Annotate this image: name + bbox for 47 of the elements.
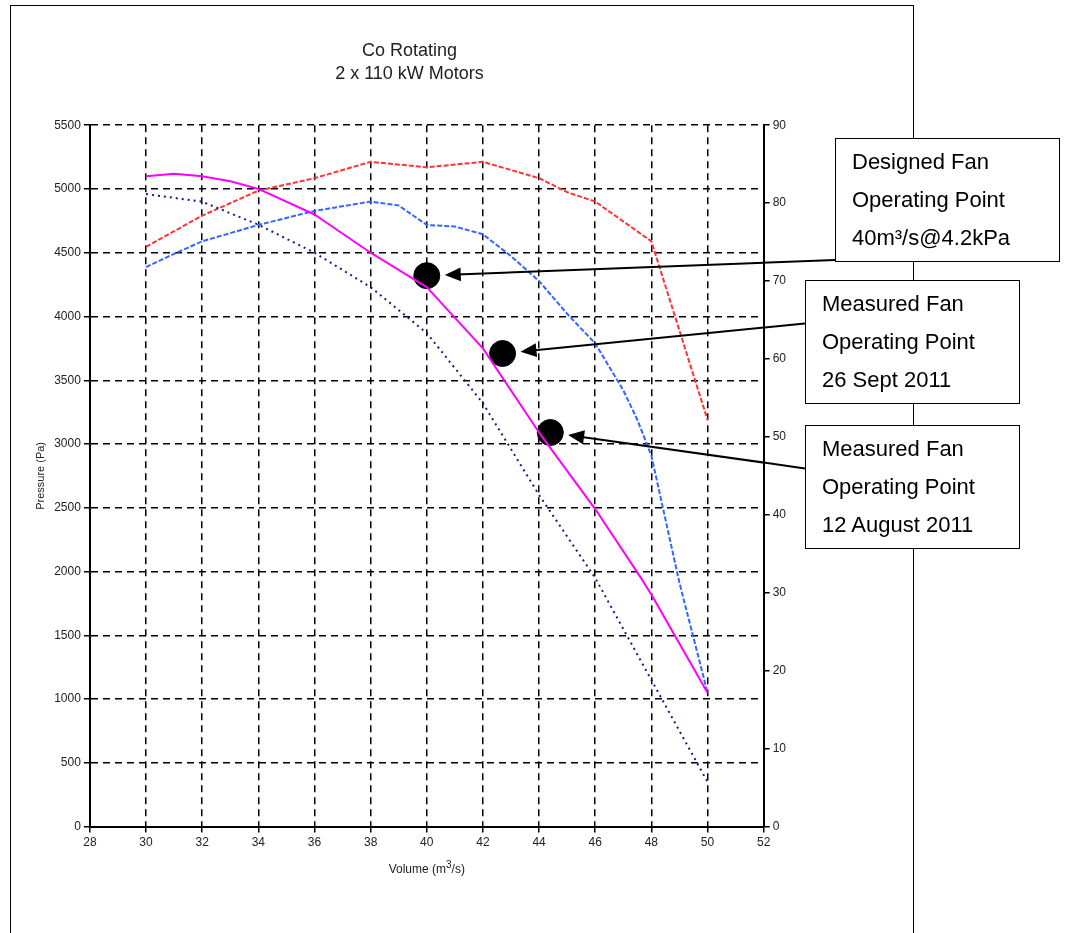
x-tick-label: 52 xyxy=(756,835,771,850)
y-tick-label: 500 xyxy=(60,755,82,770)
x-axis-title: Volume (m$^{3}$/s) xyxy=(388,858,465,876)
y2-tick-label: 0 xyxy=(772,818,780,833)
y2-tick-label: 10 xyxy=(772,740,787,755)
y2-tick-label: 60 xyxy=(772,351,787,366)
y2-tick-label: 70 xyxy=(772,273,787,288)
x-tick-label: 30 xyxy=(139,835,154,850)
y-tick-label: 0 xyxy=(74,818,82,833)
chart-title: Co Rotating xyxy=(361,39,458,60)
y-tick-label: 3000 xyxy=(54,436,82,451)
y-tick-label: 4500 xyxy=(54,245,82,260)
x-tick-label: 48 xyxy=(644,835,659,850)
x-tick-label: 42 xyxy=(476,835,490,850)
text: Measured Fan Operating Point 26 Sept 2011 xyxy=(805,280,1020,404)
x-tick-label: 46 xyxy=(588,835,603,850)
y-tick-label: 3500 xyxy=(54,372,82,387)
y-tick-label: 4000 xyxy=(54,308,82,323)
y2-tick-label: 40 xyxy=(772,507,787,522)
y2-tick-label: 90 xyxy=(772,117,787,132)
point xyxy=(536,419,564,447)
y-tick-label: 2500 xyxy=(54,500,82,515)
y2-tick-label: 30 xyxy=(772,585,787,600)
y-tick-label: 5000 xyxy=(54,181,82,196)
point xyxy=(413,262,441,290)
y-axis-title: Pressure (Pa) xyxy=(33,441,46,510)
y2-tick-label: 50 xyxy=(772,429,787,444)
x-tick-label: 40 xyxy=(420,835,434,850)
x-tick-label: 36 xyxy=(307,835,322,850)
x-tick-label: 34 xyxy=(251,835,266,850)
text: Measured Fan Operating Point 12 August 2011 xyxy=(805,425,1020,549)
y2-tick-label: 80 xyxy=(772,195,787,210)
y2-tick-label: 20 xyxy=(772,663,787,678)
y-tick-label: 5500 xyxy=(54,117,82,132)
y-tick-label: 1500 xyxy=(54,627,82,642)
x-tick-label: 50 xyxy=(700,835,715,850)
x-tick-label: 32 xyxy=(195,835,210,850)
text: Designed Fan Operating Point 40m³/s@4.2kPa xyxy=(835,138,1060,262)
line-series xyxy=(145,193,709,783)
chart-subtitle: 2 x 110 kW Motors xyxy=(335,63,484,84)
x-tick-label: 28 xyxy=(83,835,97,850)
line-series xyxy=(145,160,709,421)
y-tick-label: 2000 xyxy=(54,563,82,578)
point xyxy=(489,339,517,367)
x-tick-label: 44 xyxy=(532,835,547,850)
x-tick-label: 38 xyxy=(363,835,378,850)
y-tick-label: 1000 xyxy=(54,691,82,706)
